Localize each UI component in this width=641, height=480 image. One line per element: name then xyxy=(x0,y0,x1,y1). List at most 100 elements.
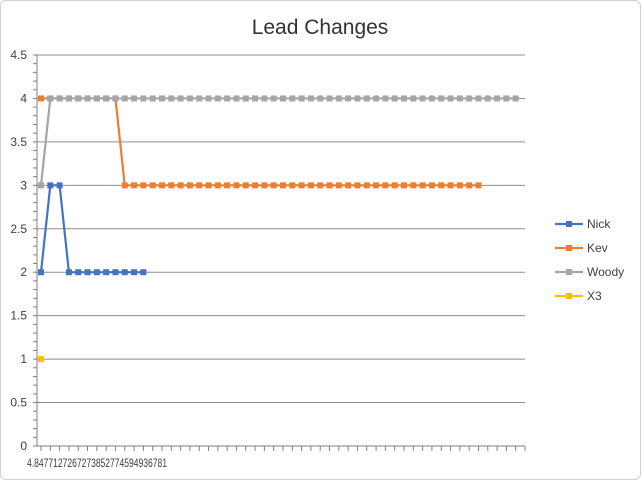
data-point xyxy=(121,182,128,189)
data-point xyxy=(345,95,352,102)
data-point xyxy=(354,182,361,189)
data-point xyxy=(84,269,91,276)
data-point xyxy=(466,95,473,102)
data-point xyxy=(494,95,501,102)
series-nick xyxy=(38,182,147,276)
data-point xyxy=(447,182,454,189)
data-point xyxy=(326,182,333,189)
legend-label: Woody xyxy=(587,265,624,279)
data-point xyxy=(140,182,147,189)
data-point xyxy=(410,182,417,189)
data-point xyxy=(224,95,231,102)
data-point xyxy=(149,182,156,189)
data-point xyxy=(140,95,147,102)
data-point xyxy=(131,182,138,189)
chart-title: Lead Changes xyxy=(252,16,389,39)
data-point xyxy=(401,182,407,189)
data-point xyxy=(47,182,54,189)
y-tick-label: 4.5 xyxy=(10,48,27,62)
data-point xyxy=(242,95,249,102)
data-point xyxy=(65,95,72,102)
series-woody xyxy=(38,95,519,189)
legend: Nick Kev Woody X3 xyxy=(555,217,624,303)
data-point xyxy=(103,95,110,102)
y-tick-label: 3 xyxy=(20,178,27,192)
legend-label: Nick xyxy=(587,217,611,231)
legend-swatch-marker xyxy=(566,293,572,299)
data-point xyxy=(205,182,212,189)
data-point xyxy=(149,95,156,102)
data-point xyxy=(456,95,463,102)
data-point xyxy=(47,95,54,102)
legend-swatch-marker xyxy=(566,221,572,227)
data-point xyxy=(373,182,380,189)
data-point xyxy=(233,182,240,189)
series-line xyxy=(39,97,516,186)
legend-item: Nick xyxy=(555,217,611,231)
data-point xyxy=(121,95,128,102)
data-point xyxy=(75,269,82,276)
data-point xyxy=(65,269,72,276)
data-point xyxy=(56,182,63,189)
data-point xyxy=(112,269,119,276)
legend-swatch-marker xyxy=(566,245,572,251)
data-point xyxy=(419,95,426,102)
data-point xyxy=(186,95,193,102)
data-point xyxy=(428,95,435,102)
data-point xyxy=(159,95,165,102)
data-point xyxy=(456,182,463,189)
data-point xyxy=(438,182,445,189)
data-point xyxy=(298,95,305,102)
data-point xyxy=(261,182,268,189)
data-point xyxy=(289,182,296,189)
data-point xyxy=(438,95,445,102)
data-point xyxy=(391,95,398,102)
data-point xyxy=(298,182,305,189)
data-point xyxy=(363,95,370,102)
data-point xyxy=(93,95,100,102)
data-point xyxy=(280,95,286,102)
x-tick-labels: 4.8477127267273852774594936781 xyxy=(27,456,167,470)
data-point xyxy=(168,95,175,102)
data-point xyxy=(214,95,221,102)
y-tick-label: 4 xyxy=(20,91,27,105)
data-point xyxy=(261,95,268,102)
legend-label: Kev xyxy=(587,241,608,255)
data-point xyxy=(131,95,138,102)
data-point xyxy=(131,269,138,276)
data-point xyxy=(391,182,398,189)
data-point xyxy=(38,95,44,102)
data-point xyxy=(159,182,165,189)
y-tick-label: 0.5 xyxy=(10,396,27,410)
data-point xyxy=(466,182,473,189)
data-point xyxy=(93,269,100,276)
gridlines xyxy=(37,54,525,447)
data-point xyxy=(475,95,482,102)
legend-item: Kev xyxy=(555,241,608,255)
data-point xyxy=(270,95,277,102)
data-point xyxy=(38,182,44,189)
data-point xyxy=(103,269,110,276)
data-point xyxy=(75,95,82,102)
data-point xyxy=(307,182,314,189)
data-point xyxy=(326,95,333,102)
y-tick-label: 0 xyxy=(20,439,27,453)
data-point xyxy=(363,182,370,189)
data-point xyxy=(428,182,435,189)
y-tick-label: 3.5 xyxy=(10,135,27,149)
data-point xyxy=(401,95,407,102)
data-point xyxy=(224,182,231,189)
legend-item: X3 xyxy=(555,289,602,303)
data-point xyxy=(354,95,361,102)
data-point xyxy=(335,182,342,189)
data-point xyxy=(177,182,184,189)
data-point xyxy=(317,95,324,102)
data-point xyxy=(382,95,389,102)
data-point xyxy=(177,95,184,102)
data-point xyxy=(335,95,342,102)
data-point xyxy=(484,95,491,102)
data-point xyxy=(382,182,389,189)
x-axis: 4.8477127267273852774594936781 xyxy=(27,446,526,470)
data-point xyxy=(56,95,63,102)
